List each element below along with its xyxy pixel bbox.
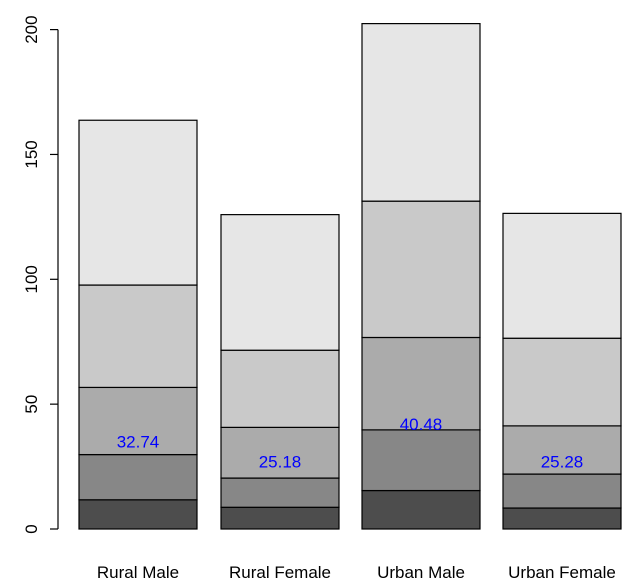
- bar-segment-3-5: [361, 23, 481, 202]
- y-tick-label: 100: [22, 265, 41, 293]
- data-label: 32.74: [117, 433, 160, 452]
- x-category-label: Urban Male: [377, 563, 465, 582]
- bar-segment-4-2: [502, 473, 622, 509]
- bar-segment-2-3: [220, 426, 340, 479]
- x-category-label: Rural Male: [97, 563, 179, 582]
- bar-segment-4-1: [502, 507, 622, 530]
- bar-segment-4-3: [502, 425, 622, 475]
- data-label: 25.28: [541, 453, 584, 472]
- bar-segment-4-5: [502, 212, 622, 339]
- y-tick-label: 0: [22, 524, 41, 533]
- y-tick-label: 50: [22, 395, 41, 414]
- bars-group: [78, 23, 622, 530]
- bar-segment-2-1: [220, 506, 340, 530]
- bar-segment-1-1: [78, 499, 198, 530]
- x-category-label: Rural Female: [229, 563, 331, 582]
- data-label: 40.48: [400, 415, 443, 434]
- bar-segment-1-2: [78, 453, 198, 501]
- bar-segment-2-2: [220, 477, 340, 508]
- bar-segment-3-4: [361, 200, 481, 339]
- bar-segment-3-2: [361, 429, 481, 492]
- y-tick-label: 200: [22, 15, 41, 43]
- x-axis-labels: Rural Male Rural Female Urban Male Urban Fe…: [97, 563, 616, 582]
- x-category-label: Urban Female: [508, 563, 616, 582]
- bar-segment-1-4: [78, 284, 198, 389]
- data-labels: 32.74 25.18 40.48 25.28: [117, 415, 584, 471]
- y-axis: 0 50 100 150 200: [22, 15, 59, 534]
- bar-segment-3-1: [361, 489, 481, 530]
- bar-segment-4-4: [502, 337, 622, 427]
- bar-segment-1-5: [78, 119, 198, 286]
- bar-segment-2-4: [220, 349, 340, 428]
- bar-segment-2-5: [220, 214, 340, 351]
- bar-segment-1-3: [78, 386, 198, 456]
- data-label: 25.18: [259, 453, 302, 472]
- y-tick-label: 150: [22, 140, 41, 168]
